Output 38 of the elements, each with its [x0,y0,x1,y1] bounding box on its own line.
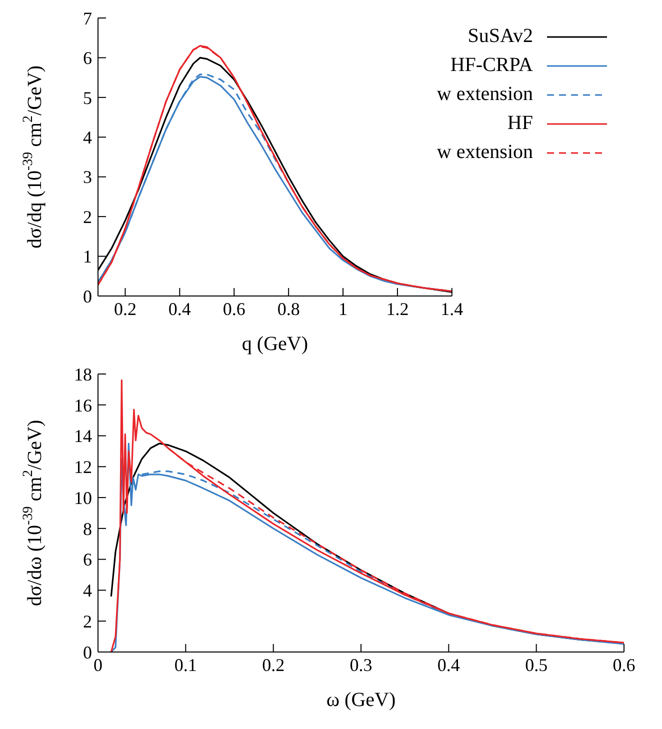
x-tick-label: 1 [338,298,348,319]
y-tick-label: 3 [83,167,92,188]
y-tick-label: 7 [83,8,92,28]
y-tick-label: 0 [83,642,92,662]
x-tick-label: 1.4 [440,298,464,319]
x-tick-label: 0.2 [262,654,285,675]
x-tick-label: 0.6 [612,654,636,675]
y-tick-label: 12 [74,457,92,478]
y-tick-label: 10 [74,488,92,508]
y-tick-label: 0 [83,286,92,306]
y-tick-label: 2 [83,206,92,227]
y-tick-label: 4 [83,580,92,601]
y-tick-label: 4 [83,128,92,148]
x-tick-label: 0.4 [437,654,460,675]
x-tick-label: 0.1 [174,654,197,675]
x-axis-title: ω (GeV) [326,689,396,711]
y-tick-label: 2 [83,612,92,632]
y-tick-label: 6 [83,48,92,68]
x-axis-title: q (GeV) [242,333,308,355]
x-tick-label: 0.4 [168,298,191,319]
y-tick-label: 14 [74,426,92,446]
x-tick-label: 0.6 [222,298,246,319]
legend-label: w extension [436,82,533,107]
y-tick-label: 8 [83,518,92,539]
y-tick-label: 18 [74,364,92,384]
x-tick-label: 0.2 [114,298,136,319]
y-tick-label: 6 [83,550,92,570]
x-tick-label: 0.8 [277,298,300,319]
y-tick-label: 5 [83,88,92,108]
legend-label: SuSAv2 [468,24,533,49]
legend-label: w extension [436,140,533,165]
legend-label: HF-CRPA [450,53,533,78]
x-tick-label: 1.2 [386,298,409,319]
y-tick-label: 16 [74,395,92,416]
y-tick-label: 1 [83,246,92,267]
x-tick-label: 0.3 [350,654,372,675]
x-tick-label: 0.5 [525,654,548,675]
legend-label: HF [507,111,533,136]
